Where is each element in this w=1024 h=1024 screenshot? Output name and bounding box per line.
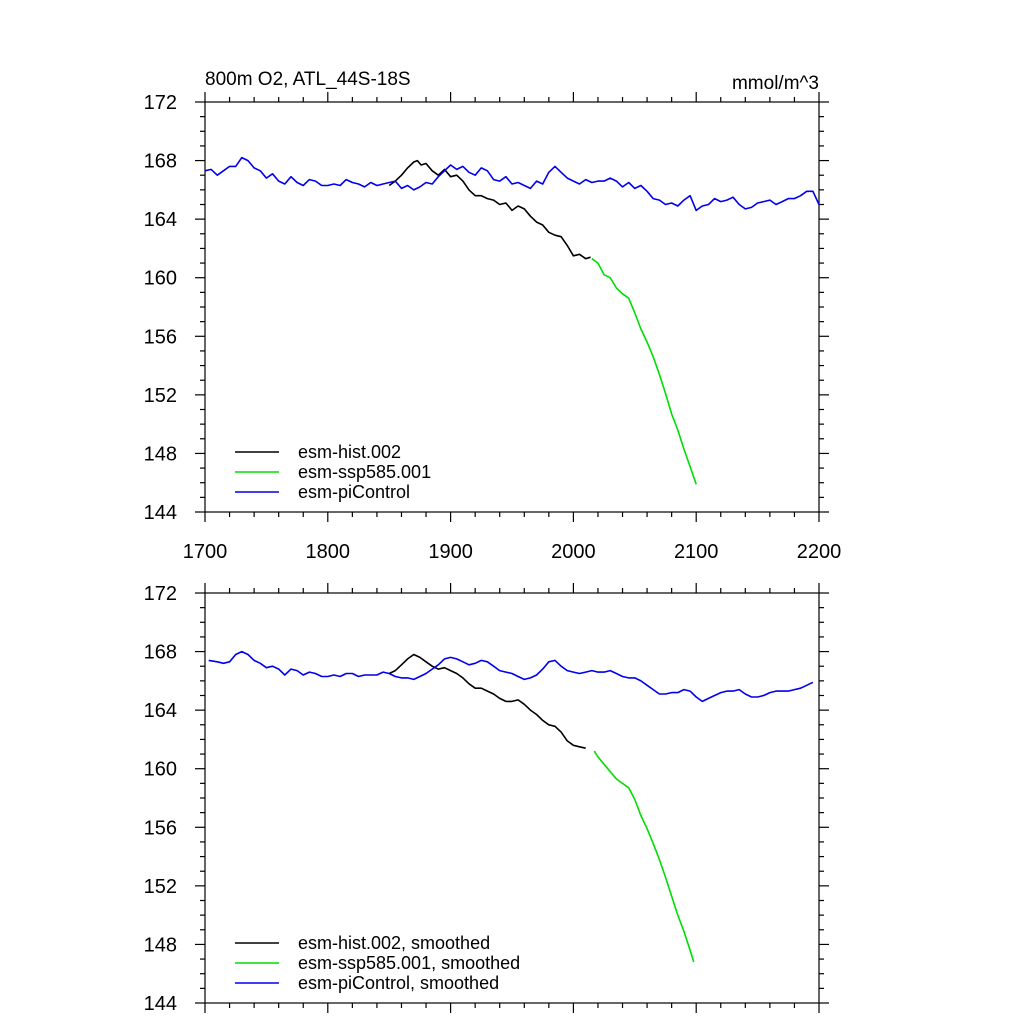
y-tick-label: 152 xyxy=(144,876,177,898)
y-tick-label: 160 xyxy=(144,268,177,290)
y-tick-label: 152 xyxy=(144,385,177,407)
series-line-0 xyxy=(388,159,591,260)
x-tick-label: 2100 xyxy=(674,541,719,563)
y-tick-label: 144 xyxy=(144,502,177,524)
legend-label: esm-ssp585.001 xyxy=(298,462,431,482)
series-line-2 xyxy=(208,650,814,703)
top-panel: 800m O2, ATL_44S-18S mmol/m^3 144 148 152 1… xyxy=(144,69,842,563)
chart-units-label: mmol/m^3 xyxy=(732,73,819,94)
series-line-2 xyxy=(204,156,820,212)
y-tick-label: 164 xyxy=(144,700,177,722)
bottom-panel: 144 148 152 156 160 164 168 172 esm-hist.002, sm… xyxy=(144,583,829,1015)
legend-label: esm-piControl xyxy=(298,482,410,502)
series-line-0 xyxy=(388,653,586,749)
legend-label: esm-ssp585.001, smoothed xyxy=(298,953,520,973)
y-tick-label: 148 xyxy=(144,443,177,465)
series-line-1 xyxy=(593,750,695,963)
y-tick-label: 172 xyxy=(144,583,177,605)
legend-label: esm-hist.002 xyxy=(298,442,401,462)
y-tick-label: 172 xyxy=(144,92,177,114)
y-tick-label: 156 xyxy=(144,326,177,348)
x-tick-label: 1700 xyxy=(183,541,228,563)
y-tick-label: 168 xyxy=(144,642,177,664)
y-tick-label: 156 xyxy=(144,817,177,839)
x-tick-label: 1800 xyxy=(306,541,351,563)
y-tick-label: 148 xyxy=(144,934,177,956)
y-tick-label: 144 xyxy=(144,993,177,1015)
y-tick-label: 160 xyxy=(144,759,177,781)
legend-label: esm-hist.002, smoothed xyxy=(298,933,490,953)
y-tick-label: 164 xyxy=(144,209,177,231)
series-line-1 xyxy=(591,258,697,485)
y-tick-label: 168 xyxy=(144,151,177,173)
x-tick-label: 2200 xyxy=(797,541,842,563)
chart-title-left: 800m O2, ATL_44S-18S xyxy=(205,69,411,90)
x-tick-label: 2000 xyxy=(551,541,596,563)
legend-label: esm-piControl, smoothed xyxy=(298,973,499,993)
x-tick-label: 1900 xyxy=(428,541,473,563)
